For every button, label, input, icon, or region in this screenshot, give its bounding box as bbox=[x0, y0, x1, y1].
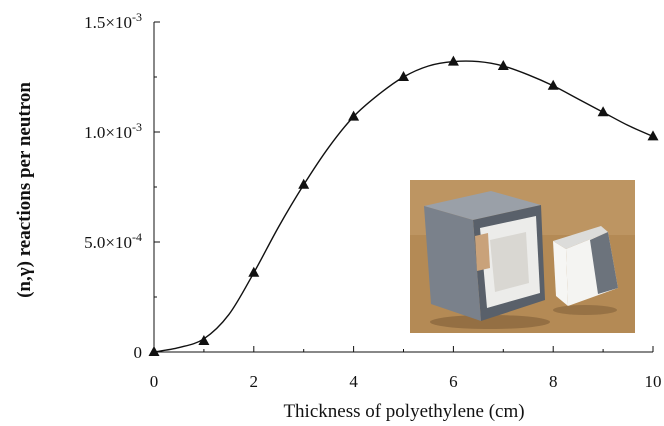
x-tick-label: 4 bbox=[349, 372, 358, 391]
data-point-marker bbox=[547, 79, 559, 90]
x-tick-label: 10 bbox=[645, 372, 662, 391]
data-point-marker bbox=[447, 55, 459, 66]
data-markers bbox=[148, 55, 659, 356]
x-axis-ticks: 0 2 4 6 8 10 bbox=[150, 346, 662, 391]
inset-slab-top bbox=[553, 226, 608, 249]
y-tick-label: 1.0×10-3 bbox=[84, 120, 142, 142]
x-tick-label: 6 bbox=[449, 372, 458, 391]
data-point-marker bbox=[597, 106, 609, 117]
data-point-marker bbox=[298, 178, 310, 189]
data-point-marker bbox=[647, 130, 659, 141]
inset-slab-edge bbox=[553, 241, 568, 306]
inset-cube-front bbox=[424, 206, 481, 321]
y-tick-label: 0 bbox=[134, 343, 143, 362]
x-axis-title: Thickness of polyethylene (cm) bbox=[283, 401, 524, 422]
y-tick-label: 1.5×10-3 bbox=[84, 10, 142, 32]
inset-slab-gray-part bbox=[590, 232, 618, 294]
y-axis-title: (n,γ) reactions per neutron bbox=[14, 82, 35, 298]
inset-cube-shadow bbox=[430, 315, 550, 329]
data-point-marker bbox=[248, 266, 260, 277]
x-tick-label: 2 bbox=[250, 372, 259, 391]
inset-slab-shadow bbox=[553, 305, 617, 315]
data-point-marker bbox=[398, 71, 409, 81]
data-point-marker bbox=[148, 346, 160, 356]
inset-cube-inner-detail bbox=[475, 233, 490, 271]
data-point-marker bbox=[198, 335, 210, 345]
inset-cube-cavity bbox=[490, 232, 529, 292]
inset-cube-top bbox=[424, 191, 541, 220]
x-tick-label: 0 bbox=[150, 372, 159, 391]
inset-photo bbox=[410, 180, 635, 333]
y-axis-ticks: 0 5.0×10-4 1.0×10-3 1.5×10-3 bbox=[84, 10, 160, 362]
data-point-marker bbox=[348, 110, 360, 121]
y-tick-label: 5.0×10-4 bbox=[84, 230, 142, 252]
data-point-marker bbox=[497, 60, 509, 70]
x-tick-label: 8 bbox=[549, 372, 558, 391]
